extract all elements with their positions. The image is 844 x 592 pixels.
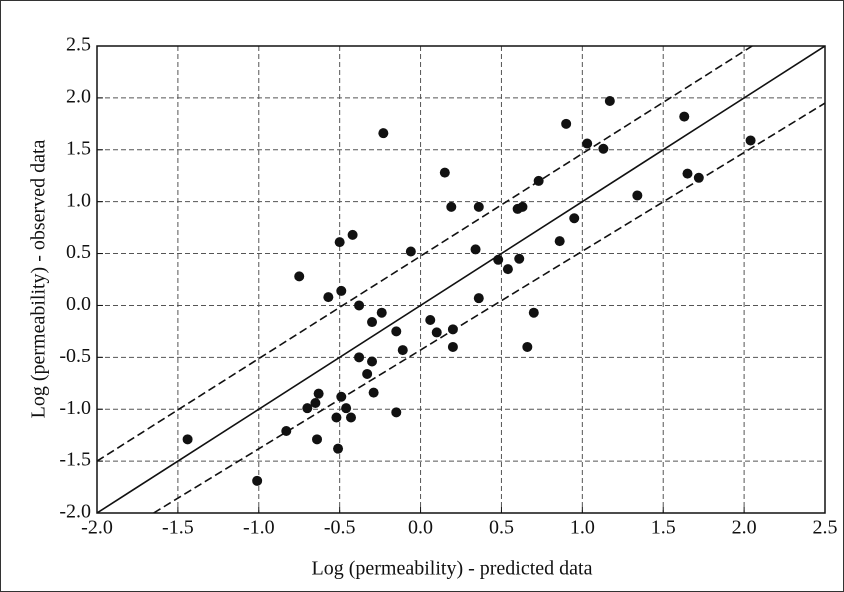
data-point (376, 307, 387, 318)
data-point (528, 307, 539, 318)
data-point (312, 434, 323, 445)
data-point (362, 368, 373, 379)
data-point (313, 388, 324, 399)
data-point (368, 387, 379, 398)
data-point (554, 236, 565, 247)
data-point (354, 352, 365, 363)
confidence-line (153, 102, 825, 513)
data-point (302, 403, 313, 414)
data-point (447, 341, 458, 352)
y-tick-label: 0.0 (66, 293, 91, 315)
x-tick-label: -1.5 (162, 517, 194, 539)
data-point (347, 229, 358, 240)
data-point (354, 300, 365, 311)
y-tick-label: -1.5 (59, 449, 91, 471)
y-tick-label: 0.5 (66, 241, 91, 263)
data-point (367, 356, 378, 367)
fit-lines (97, 46, 825, 513)
data-point (425, 314, 436, 325)
y-axis-label: Log (permeability) - observed data (28, 139, 50, 418)
x-tick-label: 1.0 (570, 517, 595, 539)
data-point (582, 138, 593, 149)
x-axis-label: Log (permeability) - predicted data (312, 558, 593, 580)
data-point (533, 175, 544, 186)
data-point (281, 426, 292, 437)
data-point (405, 246, 416, 257)
data-point (333, 443, 344, 454)
data-point (493, 254, 504, 265)
y-tick-label: -1.0 (59, 397, 91, 419)
y-tick-label: 2.0 (66, 85, 91, 107)
x-tick-label: -2.0 (81, 517, 113, 539)
x-tick-label: 2.5 (813, 517, 838, 539)
data-point (604, 96, 615, 107)
x-tick-label: 0.0 (408, 517, 433, 539)
data-point (632, 190, 643, 201)
data-point (522, 341, 533, 352)
y-tick-label: -0.5 (59, 345, 91, 367)
data-point (336, 285, 347, 296)
confidence-line (97, 46, 753, 462)
data-point (378, 128, 389, 139)
data-point (517, 201, 528, 212)
x-tick-label: 0.5 (489, 517, 514, 539)
x-tick-label: -1.0 (243, 517, 275, 539)
data-point (323, 292, 334, 303)
data-point (446, 201, 457, 212)
data-point (310, 397, 321, 408)
data-point (367, 317, 378, 328)
data-point (682, 168, 693, 179)
identity-line (97, 46, 825, 513)
data-point (294, 271, 305, 282)
data-point (745, 135, 756, 146)
data-point (431, 327, 442, 338)
data-point (252, 475, 263, 486)
data-point (447, 324, 458, 335)
data-point (336, 391, 347, 402)
data-point (598, 143, 609, 154)
data-point (182, 434, 193, 445)
y-tick-label: -2.0 (59, 501, 91, 523)
y-tick-label: 2.5 (66, 34, 91, 56)
data-point (341, 403, 352, 414)
y-tick-label: 1.0 (66, 189, 91, 211)
data-point (569, 213, 580, 224)
data-point (345, 412, 356, 423)
data-point (391, 407, 402, 418)
data-point (502, 264, 513, 275)
data-point (473, 201, 484, 212)
data-point (679, 111, 690, 122)
data-point (473, 293, 484, 304)
x-tick-label: 1.5 (651, 517, 676, 539)
data-point (470, 244, 481, 255)
x-tick-label: 2.0 (732, 517, 757, 539)
plot-frame (96, 45, 826, 514)
data-point (439, 167, 450, 178)
data-point (331, 412, 342, 423)
x-tick-label: -0.5 (324, 517, 356, 539)
data-point (334, 237, 345, 248)
y-tick-label: 1.5 (66, 137, 91, 159)
data-point (693, 172, 704, 183)
data-point (391, 326, 402, 337)
data-point (561, 118, 572, 129)
data-point (514, 253, 525, 264)
data-point (397, 345, 408, 356)
